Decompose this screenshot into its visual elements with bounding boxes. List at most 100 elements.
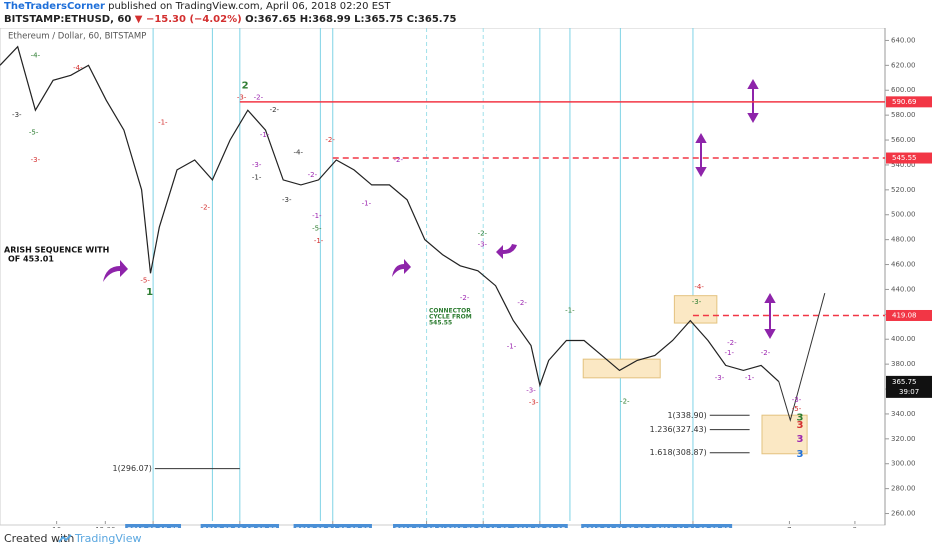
wave-label: -4- bbox=[73, 64, 83, 72]
y-tick-label: 280.00 bbox=[891, 485, 916, 493]
wave-label: 3 bbox=[797, 420, 804, 431]
curved-arrow bbox=[103, 260, 128, 282]
wave-label: -3- bbox=[252, 161, 262, 169]
wave-label: -1- bbox=[565, 307, 575, 315]
wave-label: -2- bbox=[201, 203, 211, 211]
x-tick-label: 16 bbox=[52, 526, 61, 528]
wave-label: -5- bbox=[792, 405, 802, 413]
ohlc: O:367.65 H:368.99 L:365.75 C:365.75 bbox=[245, 14, 457, 25]
wave-label: -3- bbox=[715, 374, 725, 382]
y-tick-label: 600.00 bbox=[891, 86, 916, 94]
x-tick-highlight bbox=[511, 524, 568, 528]
x-tick-label: 7 bbox=[787, 526, 791, 528]
curved-arrow bbox=[392, 259, 411, 277]
y-tick-label: 320.00 bbox=[891, 435, 916, 443]
wave-label: -1- bbox=[314, 237, 324, 245]
y-tick-label: 260.00 bbox=[891, 510, 916, 518]
created-with: Created with bbox=[4, 532, 75, 545]
y-tick-label: 640.00 bbox=[891, 36, 916, 44]
wave-label: 3 bbox=[797, 413, 804, 424]
wave-label: 1 bbox=[146, 287, 153, 298]
annotation: 545.55 bbox=[429, 320, 452, 327]
y-tick-label: 440.00 bbox=[891, 285, 916, 293]
arrow-head bbox=[695, 132, 707, 178]
wave-label: -5- bbox=[29, 129, 39, 137]
y-tick-label: 460.00 bbox=[891, 261, 916, 269]
level-tag-label: 419.08 bbox=[892, 311, 917, 319]
wave-label: -2- bbox=[761, 349, 771, 357]
x-tick-label: 2018-03-24 08:00:00 bbox=[296, 526, 370, 528]
arrow-head bbox=[764, 292, 776, 340]
fib-label: 1.618(308.87) bbox=[650, 448, 707, 457]
wave-label: -2- bbox=[254, 94, 264, 102]
wave-label: -1- bbox=[745, 374, 755, 382]
x-tick-highlight bbox=[653, 524, 733, 528]
wave-label: -3- bbox=[692, 298, 702, 306]
wave-label: 3 bbox=[797, 449, 804, 460]
wave-label: -3- bbox=[237, 94, 247, 102]
y-tick-label: 340.00 bbox=[891, 410, 916, 418]
wave-label: -1- bbox=[158, 119, 168, 127]
x-tick-label: 2018-03-31 12 bbox=[514, 526, 566, 528]
fib-label: 1(338.90) bbox=[667, 411, 706, 420]
y-tick-label: 300.00 bbox=[891, 460, 916, 468]
wave-label: -2- bbox=[517, 299, 527, 307]
fib-label: 1.236(327.43) bbox=[650, 425, 707, 434]
target-box bbox=[761, 414, 808, 455]
chart: Ethereum / Dollar, 60, BITSTAMP ARISH SE… bbox=[0, 28, 932, 528]
x-tick-highlight bbox=[293, 524, 372, 528]
price-line bbox=[0, 45, 780, 388]
target-box bbox=[673, 295, 718, 324]
change: −15.30 (−4.02%) bbox=[145, 14, 242, 25]
y-tick-label: 400.00 bbox=[891, 335, 916, 343]
wave-label: -1- bbox=[724, 349, 734, 357]
published: published on TradingView.com, April 06, … bbox=[108, 1, 391, 12]
arrows bbox=[103, 244, 517, 282]
last-price-label: 365.75 bbox=[892, 378, 917, 386]
x-tick-label: 2018-04-04 03:00:00 bbox=[656, 526, 730, 528]
wave-label: -1- bbox=[252, 173, 262, 181]
annotation: CYCLE FROM bbox=[429, 314, 472, 321]
brand[interactable]: TradingView bbox=[75, 532, 142, 545]
x-tick-highlight bbox=[444, 524, 523, 528]
wave-label: -2- bbox=[393, 156, 403, 164]
logo bbox=[58, 534, 72, 543]
wave-label: -1- bbox=[260, 131, 270, 139]
wave-label: -3- bbox=[478, 241, 488, 249]
wave-label: -2- bbox=[460, 294, 470, 302]
wave-label: -1- bbox=[507, 343, 517, 351]
level-tag bbox=[886, 96, 932, 108]
annotation: OF 453.01 bbox=[8, 255, 54, 264]
level-tag bbox=[886, 309, 932, 321]
wave-label: -2- bbox=[308, 171, 318, 179]
symbol: BITSTAMP:ETHUSD, 60 bbox=[4, 14, 132, 25]
wave-label: -2- bbox=[270, 106, 280, 114]
wave-label: -5- bbox=[140, 277, 150, 285]
x-tick-highlight bbox=[125, 524, 182, 528]
x-tick-highlight bbox=[581, 524, 660, 528]
chart-title: Ethereum / Dollar, 60, BITSTAMP bbox=[8, 32, 146, 42]
y-tick-label: 480.00 bbox=[891, 236, 916, 244]
y-tick-label: 380.00 bbox=[891, 360, 916, 368]
wave-label: -3- bbox=[282, 196, 292, 204]
fib-label: 1(296.07) bbox=[113, 464, 152, 473]
y-tick-label: 520.00 bbox=[891, 186, 916, 194]
annotation: CONNECTOR bbox=[429, 308, 471, 315]
x-tick-highlight bbox=[200, 524, 280, 528]
publisher[interactable]: TheTradersCorner bbox=[4, 1, 105, 12]
level-tag-label: 590.69 bbox=[892, 98, 917, 106]
wave-label: -4- bbox=[694, 283, 704, 291]
x-tick-label: 9 bbox=[853, 526, 857, 528]
y-tick-label: 540.00 bbox=[891, 161, 916, 169]
change-arrow: ▼ bbox=[134, 14, 143, 25]
footer: Created with TradingView bbox=[0, 528, 932, 550]
header: TheTradersCorner published on TradingVie… bbox=[0, 0, 932, 28]
y-tick-label: 560.00 bbox=[891, 136, 916, 144]
wave-label: -4- bbox=[293, 148, 303, 156]
level-tag bbox=[886, 152, 932, 164]
plot-area bbox=[0, 28, 886, 526]
annotation: ARISH SEQUENCE WITH bbox=[4, 246, 109, 255]
countdown: 39:07 bbox=[899, 388, 919, 396]
level-tag-label: 545.55 bbox=[892, 154, 917, 162]
